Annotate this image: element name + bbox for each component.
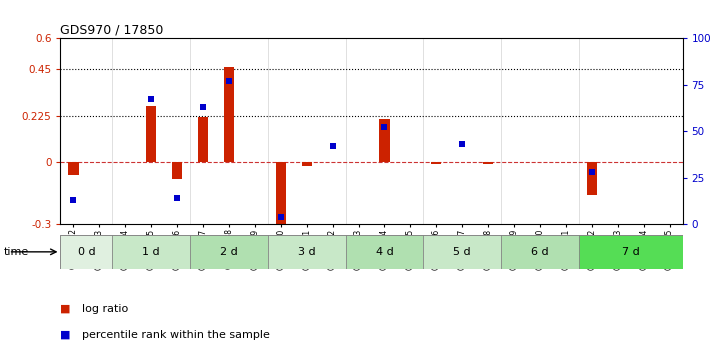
Text: percentile rank within the sample: percentile rank within the sample	[82, 330, 269, 339]
Bar	[190, 235, 268, 269]
Text: 5 d: 5 d	[454, 247, 471, 257]
Bar	[68, 162, 79, 175]
Bar	[60, 235, 112, 269]
Bar	[276, 162, 286, 228]
Text: ■: ■	[60, 304, 71, 314]
Bar	[198, 117, 208, 162]
Bar	[379, 119, 390, 162]
Text: ■: ■	[60, 330, 71, 339]
Bar	[172, 162, 182, 179]
Bar	[268, 235, 346, 269]
Bar	[224, 67, 234, 162]
Bar	[301, 162, 312, 166]
Text: GDS970 / 17850: GDS970 / 17850	[60, 24, 164, 37]
Bar	[587, 162, 597, 195]
Text: 1 d: 1 d	[142, 247, 160, 257]
Text: 3 d: 3 d	[298, 247, 316, 257]
Text: 7 d: 7 d	[622, 247, 640, 257]
Bar	[346, 235, 423, 269]
Bar	[483, 162, 493, 164]
Bar	[431, 162, 442, 164]
Text: 0 d: 0 d	[77, 247, 95, 257]
Bar	[146, 106, 156, 162]
Text: 6 d: 6 d	[531, 247, 549, 257]
Text: 2 d: 2 d	[220, 247, 237, 257]
Bar	[112, 235, 190, 269]
Bar	[579, 235, 683, 269]
Text: 4 d: 4 d	[375, 247, 393, 257]
Text: time: time	[4, 247, 29, 257]
Text: log ratio: log ratio	[82, 304, 128, 314]
Bar	[501, 235, 579, 269]
Bar	[423, 235, 501, 269]
